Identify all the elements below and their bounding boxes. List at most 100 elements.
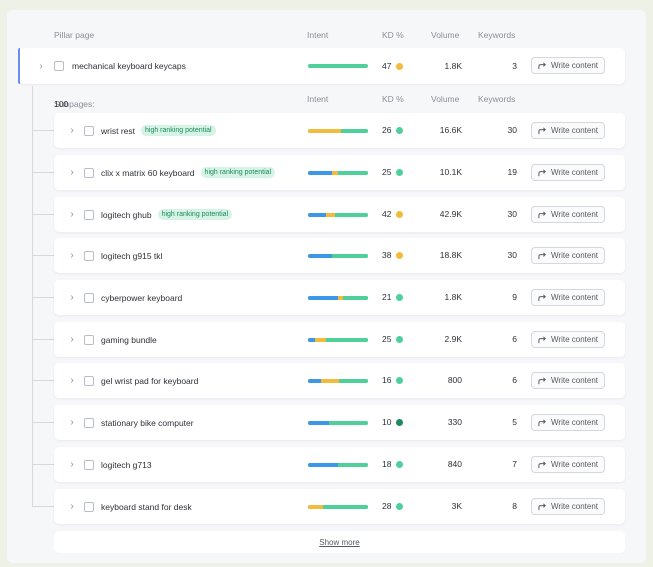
chevron-right-icon[interactable]: › (70, 501, 74, 512)
subpage-keyword[interactable]: clix x matrix 60 keyboard high ranking po… (101, 167, 276, 178)
write-content-button[interactable]: Write content (531, 331, 605, 348)
subpage-keyword[interactable]: logitech g713 (101, 460, 152, 470)
chevron-right-icon[interactable]: › (70, 167, 74, 178)
show-more-link[interactable]: Show more (319, 537, 360, 547)
row-checkbox[interactable] (84, 167, 94, 178)
kd-dot-icon (396, 126, 404, 134)
subpage-keyword[interactable]: gaming bundle (101, 335, 157, 345)
subpage-row[interactable]: › clix x matrix 60 keyboard high ranking p… (54, 155, 625, 190)
row-checkbox[interactable] (84, 292, 94, 303)
tree-branch (32, 464, 54, 465)
kd-header: KD % (382, 94, 404, 104)
write-content-button[interactable]: Write content (531, 206, 605, 223)
keywords-count: 6 (512, 375, 517, 385)
pillar-table-header: Pillar page Intent KD % Volume Keywords (0, 28, 653, 42)
keywords-count: 3 (512, 61, 517, 71)
intent-segment (308, 379, 322, 383)
row-checkbox[interactable] (84, 125, 94, 136)
share-arrow-icon (538, 169, 546, 177)
write-content-button[interactable]: Write content (531, 414, 605, 431)
chevron-right-icon[interactable]: › (70, 375, 74, 386)
ranking-potential-badge: high ranking potential (200, 167, 276, 178)
chevron-right-icon[interactable]: › (70, 292, 74, 303)
subpage-row[interactable]: › logitech g713 18 840 7 Write content (54, 447, 625, 482)
keyword-label[interactable]: keyboard stand for desk (101, 501, 192, 512)
keyword-label[interactable]: gaming bundle (101, 334, 157, 345)
keywords-count: 30 (507, 209, 517, 219)
chevron-right-icon[interactable]: › (39, 60, 43, 72)
pillar-checkbox[interactable] (54, 61, 64, 71)
write-content-button[interactable]: Write content (531, 289, 605, 306)
write-content-button[interactable]: Write content (531, 372, 605, 389)
subpage-row[interactable]: › wrist rest high ranking potential 26 16.6K… (54, 113, 625, 148)
row-checkbox[interactable] (84, 334, 94, 345)
chevron-right-icon[interactable]: › (70, 417, 74, 428)
tree-branch (32, 297, 54, 298)
keyword-label[interactable]: logitech ghub (101, 209, 152, 220)
subpage-row[interactable]: › logitech ghub high ranking potential 42 42… (54, 197, 625, 232)
chevron-right-icon[interactable]: › (70, 459, 74, 470)
subpage-keyword[interactable]: wrist rest high ranking potential (101, 125, 216, 136)
write-content-button[interactable]: Write content (531, 57, 605, 74)
subpage-keyword[interactable]: gel wrist pad for keyboard (101, 376, 198, 386)
intent-bar (308, 64, 368, 68)
kd-dot-icon (396, 210, 404, 218)
subpage-row[interactable]: › logitech g915 tkl 38 18.8K 30 Write content (54, 238, 625, 273)
subpage-row[interactable]: › gel wrist pad for keyboard 16 800 6 Write c… (54, 363, 625, 398)
subpage-keyword[interactable]: stationary bike computer (101, 418, 194, 428)
keywords-count: 6 (512, 334, 517, 344)
kd-dot-icon (396, 376, 404, 384)
keyword-label[interactable]: clix x matrix 60 keyboard (101, 167, 195, 178)
intent-segment (308, 338, 316, 342)
chevron-right-icon[interactable]: › (70, 209, 74, 220)
keyword-label[interactable]: logitech g713 (101, 459, 152, 470)
subpage-keyword[interactable]: logitech ghub high ranking potential (101, 209, 233, 220)
kd-value: 16 (382, 375, 404, 385)
row-checkbox[interactable] (84, 417, 94, 428)
subpage-keyword[interactable]: keyboard stand for desk (101, 502, 192, 512)
show-more-bar: Show more (54, 531, 625, 553)
share-arrow-icon (538, 211, 546, 219)
volume-value: 3K (451, 501, 462, 511)
write-content-button[interactable]: Write content (531, 247, 605, 264)
keyword-label[interactable]: wrist rest (101, 125, 135, 136)
keyword-label[interactable]: cyberpower keyboard (101, 292, 183, 303)
row-checkbox[interactable] (84, 209, 94, 220)
intent-segment (321, 379, 340, 383)
ranking-potential-badge: high ranking potential (157, 209, 233, 220)
row-checkbox[interactable] (84, 375, 94, 386)
share-arrow-icon (538, 377, 546, 385)
keywords-count: 30 (507, 125, 517, 135)
share-arrow-icon (538, 127, 546, 135)
chevron-right-icon[interactable]: › (70, 125, 74, 136)
subpage-row[interactable]: › stationary bike computer 10 330 5 Write con… (54, 405, 625, 440)
tree-branch (32, 422, 54, 423)
subpage-row[interactable]: › keyboard stand for desk 28 3K 8 Write conte… (54, 489, 625, 524)
chevron-right-icon[interactable]: › (70, 250, 74, 261)
row-checkbox[interactable] (84, 501, 94, 512)
pillar-row[interactable]: › mechanical keyboard keycaps 47 1.8K 3 … (18, 48, 625, 84)
intent-segment (308, 213, 326, 217)
keyword-label[interactable]: stationary bike computer (101, 417, 194, 428)
kd-value: 10 (382, 417, 404, 427)
row-checkbox[interactable] (84, 459, 94, 470)
keyword-label[interactable]: logitech g915 tkl (101, 250, 163, 261)
write-content-button[interactable]: Write content (531, 164, 605, 181)
write-content-button[interactable]: Write content (531, 498, 605, 515)
subpage-keyword[interactable]: logitech g915 tkl (101, 251, 162, 261)
subpage-row[interactable]: › cyberpower keyboard 21 1.8K 9 Write content (54, 280, 625, 315)
write-content-button[interactable]: Write content (531, 456, 605, 473)
volume-value: 10.1K (439, 167, 462, 177)
keyword-label[interactable]: gel wrist pad for keyboard (101, 375, 199, 386)
chevron-right-icon[interactable]: › (70, 334, 74, 345)
write-content-button[interactable]: Write content (531, 122, 605, 139)
intent-bar (308, 379, 368, 383)
subpage-row[interactable]: › gaming bundle 25 2.9K 6 Write content (54, 322, 625, 357)
subpage-keyword[interactable]: cyberpower keyboard (101, 293, 182, 303)
pillar-keyword[interactable]: mechanical keyboard keycaps (72, 61, 186, 71)
intent-header: Intent (307, 30, 329, 40)
kd-value: 25 (382, 334, 404, 344)
share-arrow-icon (538, 503, 546, 511)
intent-segment (338, 171, 368, 175)
row-checkbox[interactable] (84, 250, 94, 261)
